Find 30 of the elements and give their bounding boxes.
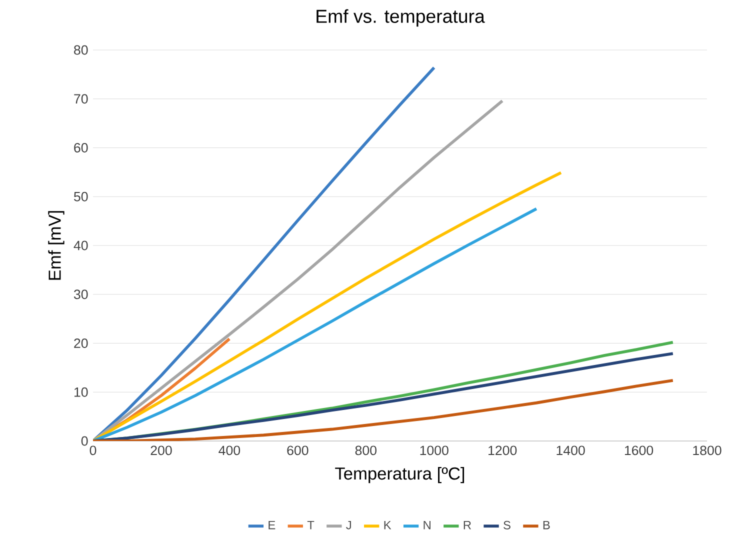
y-tick-label: 30 bbox=[74, 290, 88, 300]
legend-label: K bbox=[384, 520, 392, 530]
y-tick-label: 0 bbox=[81, 436, 88, 446]
legend-label: E bbox=[268, 520, 276, 530]
y-axis-title: Emf [mV] bbox=[48, 211, 64, 280]
y-tick-label: 80 bbox=[74, 45, 88, 55]
y-tick-label: 60 bbox=[74, 143, 88, 152]
x-tick-label: 400 bbox=[218, 446, 240, 456]
y-tick-label: 40 bbox=[74, 240, 88, 250]
y-tick-label: 70 bbox=[74, 94, 88, 104]
x-axis-title: Temperatura [ºC] bbox=[335, 466, 464, 484]
legend-label: T bbox=[307, 520, 314, 530]
x-tick-label: 1200 bbox=[488, 446, 517, 456]
y-tick-label: 10 bbox=[74, 387, 88, 397]
legend-label: S bbox=[504, 520, 510, 530]
x-tick-label: 800 bbox=[355, 446, 376, 456]
legend-label: B bbox=[543, 520, 550, 530]
x-tick-label: 0 bbox=[90, 446, 96, 456]
y-tick-label: 50 bbox=[74, 192, 88, 202]
x-tick-label: 1600 bbox=[624, 446, 654, 456]
x-tick-label: 1800 bbox=[693, 446, 722, 456]
x-tick-label: 1000 bbox=[420, 446, 448, 456]
legend-label: R bbox=[464, 520, 471, 530]
legend-label: J bbox=[346, 520, 351, 530]
y-tick-label: 20 bbox=[74, 338, 88, 348]
legend-label: N bbox=[424, 520, 430, 530]
x-tick-label: 200 bbox=[150, 446, 172, 456]
chart-title: Emf vs. temperatura bbox=[316, 9, 485, 27]
x-tick-label: 600 bbox=[287, 446, 308, 456]
x-tick-label: 1400 bbox=[556, 446, 585, 456]
